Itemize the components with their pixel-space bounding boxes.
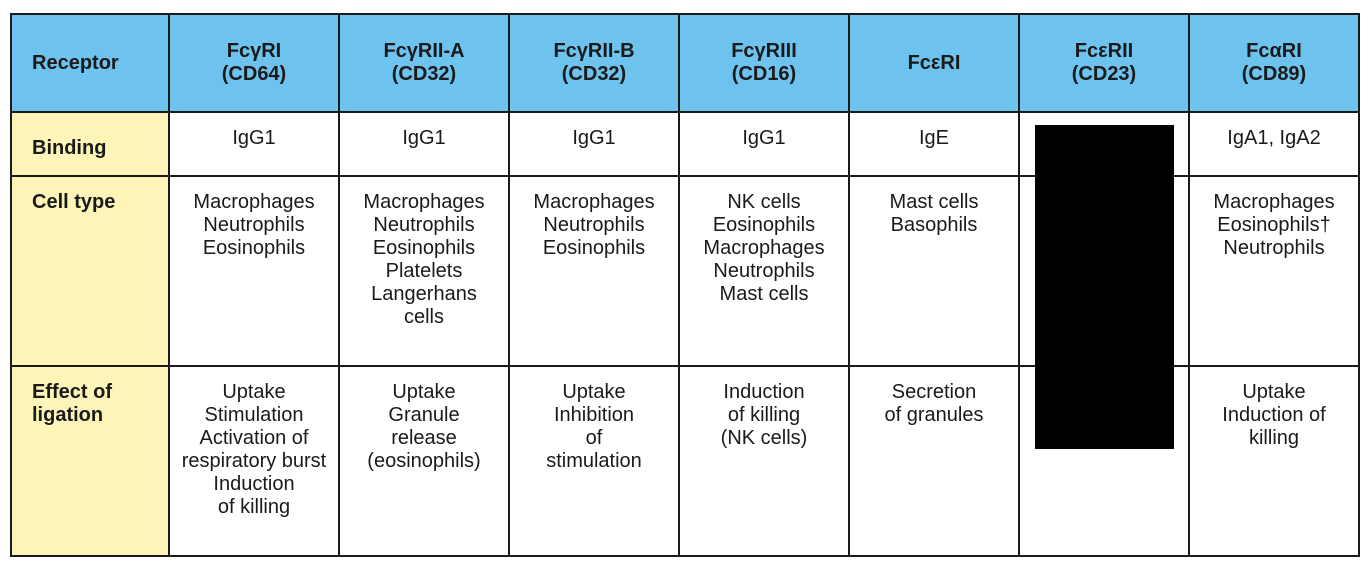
header-col-fcgriii: FcγRIII (CD16) [678,13,850,113]
cell-line: Macrophages [193,191,315,213]
cell-line: Granule [388,404,460,426]
header-col-fcari: FcαRI (CD89) [1188,13,1360,113]
cell-line: Eosinophils [372,237,476,259]
cell-line: killing [1248,427,1300,449]
cell-line: Induction [213,473,295,495]
cell-line: Macrophages [533,191,655,213]
cell-line: Macrophages [1213,191,1335,213]
effect-cell: Uptake Stimulation Activation of respirator… [168,365,340,557]
cell-line: Neutrophils [543,214,645,236]
cell-lines: NK cells Eosinophils Macrophages Neutrophil… [680,177,848,306]
cell-line: stimulation [546,450,642,472]
cell-line: Uptake [1242,381,1306,403]
cell-line: Eosinophils [712,214,816,236]
cell-line: of killing [727,404,801,426]
cell-type-cell: Macrophages Neutrophils Eosinophils [168,175,340,367]
cell-line: of [585,427,603,449]
cell-lines: Macrophages Neutrophils Eosinophils [510,177,678,260]
cell-line: (NK cells) [720,427,808,449]
cell-line: Mast cells [889,191,979,213]
cell-line: release [391,427,457,449]
cell-line: Eosinophils [202,237,306,259]
header-row: Receptor FcγRI (CD64) FcγRII-A (CD32) FcγR… [10,13,1360,113]
binding-row-label: Binding [10,111,170,177]
cell-lines: Uptake Granule release (eosinophils) [340,367,508,473]
effect-cell: Uptake Granule release (eosinophils) [338,365,510,557]
cell-lines: Mast cells Basophils [850,177,1018,237]
cell-line: Mast cells [719,283,809,305]
binding-cell: IgG1 [678,111,850,177]
cell-line: NK cells [727,191,801,213]
cell-line: Eosinophils [542,237,646,259]
cell-line: Neutrophils [203,214,305,236]
cell-type-cell: Macrophages Neutrophils Eosinophils Platele… [338,175,510,367]
binding-cell: IgG1 [508,111,680,177]
cell-line: Macrophages [703,237,825,259]
header-col-fceri-ii: FcεRII (CD23) [1018,13,1190,113]
cell-type-cell: Macrophages Eosinophils† Neutrophils [1188,175,1360,367]
redaction-box [1035,125,1174,449]
cell-type-cell: Macrophages Neutrophils Eosinophils [508,175,680,367]
cell-line: Stimulation [204,404,304,426]
cell-lines: Macrophages Neutrophils Eosinophils Platele… [340,177,508,329]
cell-line: Secretion [891,381,977,403]
effect-cell: Uptake Induction of killing [1188,365,1360,557]
cell-line: Basophils [890,214,978,236]
cell-type-row-label: Cell type [10,175,170,367]
binding-cell: IgG1 [338,111,510,177]
cell-lines: Macrophages Eosinophils† Neutrophils [1190,177,1358,260]
effect-cell: Uptake Inhibition of stimulation [508,365,680,557]
cell-type-cell: Mast cells Basophils [848,175,1020,367]
effect-cell: Secretion of granules [848,365,1020,557]
header-col-fcgriia: FcγRII-A (CD32) [338,13,510,113]
cell-line: Inhibition [553,404,635,426]
binding-cell: IgE [848,111,1020,177]
cell-line: of killing [217,496,291,518]
header-col-fcgriib: FcγRII-B (CD32) [508,13,680,113]
cell-line: Neutrophils [373,214,475,236]
cell-line: of granules [884,404,984,426]
binding-cell: IgG1 [168,111,340,177]
cell-lines: Uptake Stimulation Activation of respirator… [170,367,338,519]
cell-lines: Secretion of granules [850,367,1018,427]
cell-line: Uptake [562,381,626,403]
cell-lines: Uptake Induction of killing [1190,367,1358,450]
cell-line: Eosinophils† [1217,214,1331,236]
cell-type-cell: NK cells Eosinophils Macrophages Neutrophil… [678,175,850,367]
cell-line: Induction [723,381,805,403]
cell-line: Induction of [1222,404,1326,426]
effect-row-label: Effect of ligation [10,365,170,557]
cell-line: Langerhans [371,283,477,305]
cell-line: respiratory burst [181,450,327,472]
binding-cell: IgA1, IgA2 [1188,111,1360,177]
cell-line: (eosinophils) [367,450,481,472]
cell-line: Activation of [199,427,309,449]
effect-cell: Induction of killing (NK cells) [678,365,850,557]
cell-line: Macrophages [363,191,485,213]
cell-lines: Uptake Inhibition of stimulation [510,367,678,473]
cell-line: Platelets [385,260,463,282]
cell-line: Neutrophils [1223,237,1325,259]
cell-lines: Macrophages Neutrophils Eosinophils [170,177,338,260]
header-col-fcgri: FcγRI (CD64) [168,13,340,113]
cell-lines: Induction of killing (NK cells) [680,367,848,450]
header-col-fceri: FcεRI [848,13,1020,113]
cell-line: Neutrophils [713,260,815,282]
cell-line: Uptake [222,381,286,403]
cell-line: cells [403,306,444,328]
cell-line: Uptake [392,381,456,403]
header-receptor-label: Receptor [10,13,170,113]
